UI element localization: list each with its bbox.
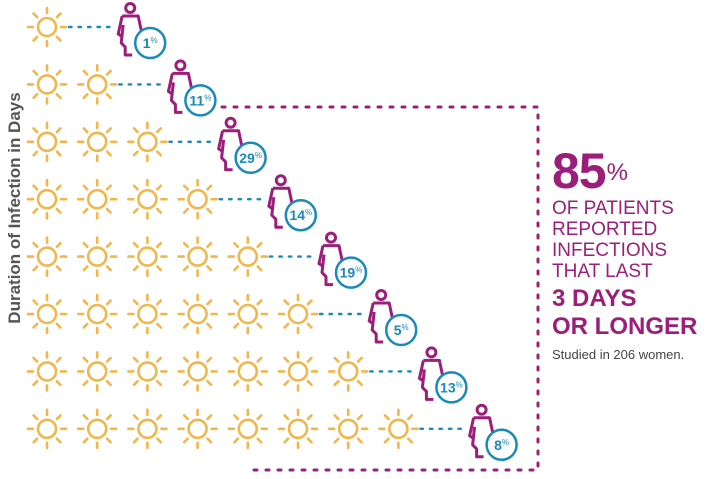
percent-badge: 19% bbox=[334, 256, 368, 289]
percent-badge: 29% bbox=[234, 141, 267, 175]
person-icon bbox=[367, 289, 395, 344]
callout-text: OF PATIENTS REPORTED INFECTIONS THAT LAS… bbox=[552, 198, 709, 282]
sun-icon bbox=[127, 351, 168, 392]
sun-icon bbox=[227, 408, 269, 450]
pictograph-row: 5% bbox=[26, 289, 418, 347]
sun-icon bbox=[177, 293, 218, 335]
sun-icon bbox=[26, 64, 68, 105]
percent-badge: 8% bbox=[485, 428, 518, 462]
sun-icon bbox=[76, 236, 118, 277]
sun-icon bbox=[127, 236, 168, 277]
sun-icon bbox=[177, 178, 218, 220]
sun-icon bbox=[26, 351, 68, 392]
pictograph-row: 8% bbox=[26, 403, 518, 462]
headline-percent-sign: % bbox=[606, 159, 628, 186]
sun-icon bbox=[26, 6, 68, 48]
percent-badge: 11% bbox=[184, 84, 217, 117]
pictograph-row: 29% bbox=[26, 116, 267, 175]
sun-icon bbox=[127, 121, 168, 163]
sun-icon bbox=[177, 236, 218, 277]
y-axis-label: Duration of Infection in Days bbox=[5, 92, 24, 324]
person-icon bbox=[217, 116, 245, 172]
callout-line: REPORTED bbox=[552, 219, 658, 240]
sun-icon bbox=[227, 351, 269, 392]
sun-icon bbox=[327, 351, 369, 392]
sun-icon bbox=[26, 236, 68, 277]
sun-icon bbox=[277, 351, 319, 392]
pictograph-row: 19% bbox=[26, 231, 368, 289]
sun-icon bbox=[76, 293, 118, 335]
callout-emphasis: 3 DAYS OR LONGER bbox=[552, 285, 709, 341]
callout-line: OF PATIENTS bbox=[552, 198, 674, 219]
percent-badge: 5% bbox=[384, 313, 418, 347]
study-note: Studied in 206 women. bbox=[552, 347, 685, 362]
sun-icon bbox=[277, 293, 319, 335]
person-icon bbox=[267, 174, 295, 229]
pictograph-row: 1% bbox=[26, 2, 167, 60]
sun-icon bbox=[177, 351, 218, 392]
sun-icon bbox=[277, 408, 319, 450]
sun-icon bbox=[127, 293, 168, 335]
highlight-box bbox=[220, 105, 540, 472]
callout-emphasis-line: 3 DAYS bbox=[552, 285, 637, 312]
person-icon bbox=[317, 231, 345, 287]
headline-stat: 85% bbox=[552, 146, 709, 196]
callout-line: THAT LAST bbox=[552, 261, 653, 282]
sun-icon bbox=[127, 178, 168, 220]
callout-line: INFECTIONS bbox=[552, 240, 668, 261]
sun-icon bbox=[76, 121, 118, 163]
pictograph-row: 14% bbox=[26, 174, 318, 232]
sun-icon bbox=[26, 293, 68, 335]
pictograph-row: 13% bbox=[26, 346, 468, 404]
person-icon bbox=[166, 59, 194, 114]
person-icon bbox=[116, 2, 144, 57]
summary-callout: 85% OF PATIENTS REPORTED INFECTIONS THAT… bbox=[552, 146, 709, 362]
sun-icon bbox=[378, 408, 419, 450]
sun-icon bbox=[76, 408, 118, 450]
sun-icon bbox=[76, 351, 118, 392]
sun-icon bbox=[26, 408, 68, 450]
person-icon bbox=[468, 403, 496, 459]
percent-badge: 13% bbox=[435, 371, 468, 404]
percent-badge: 1% bbox=[133, 26, 167, 60]
sun-icon bbox=[76, 178, 118, 220]
sun-icon bbox=[227, 293, 269, 335]
percent-badge: 14% bbox=[284, 198, 318, 232]
sun-icon bbox=[327, 408, 369, 450]
sun-icon bbox=[26, 121, 68, 163]
sun-icon bbox=[227, 236, 269, 277]
sun-icon bbox=[26, 178, 68, 220]
sun-icon bbox=[127, 408, 168, 450]
person-icon bbox=[417, 346, 445, 401]
sun-icon bbox=[177, 408, 218, 450]
pictograph-row: 11% bbox=[26, 59, 217, 117]
sun-icon bbox=[76, 64, 118, 105]
callout-emphasis-line: OR LONGER bbox=[552, 313, 698, 340]
headline-number: 85 bbox=[552, 143, 607, 199]
